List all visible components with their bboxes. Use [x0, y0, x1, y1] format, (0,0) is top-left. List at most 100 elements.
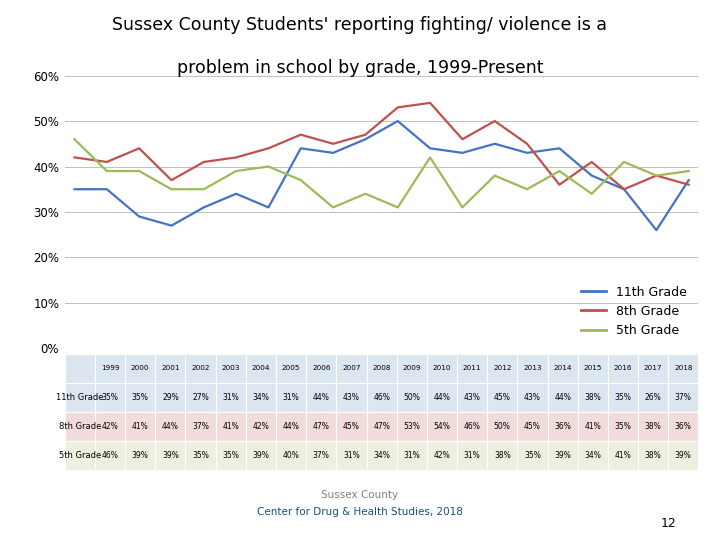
- Text: 29%: 29%: [162, 393, 179, 402]
- Bar: [276, 354, 306, 383]
- Bar: [306, 441, 336, 470]
- Bar: [156, 411, 186, 441]
- Bar: [487, 411, 518, 441]
- Text: 2006: 2006: [312, 365, 330, 371]
- Text: 2001: 2001: [161, 365, 180, 371]
- Text: 41%: 41%: [222, 422, 239, 431]
- Text: 8th Grade: 8th Grade: [59, 422, 101, 431]
- Legend: 11th Grade, 8th Grade, 5th Grade: 11th Grade, 8th Grade, 5th Grade: [576, 281, 692, 342]
- Text: 2018: 2018: [674, 365, 693, 371]
- Text: 46%: 46%: [373, 393, 390, 402]
- Text: 44%: 44%: [433, 393, 451, 402]
- Bar: [608, 411, 638, 441]
- Bar: [638, 441, 668, 470]
- Text: 27%: 27%: [192, 393, 209, 402]
- Bar: [427, 441, 457, 470]
- Text: 53%: 53%: [403, 422, 420, 431]
- Text: 35%: 35%: [102, 393, 119, 402]
- Bar: [125, 383, 156, 411]
- Text: 38%: 38%: [645, 451, 662, 460]
- Bar: [397, 354, 427, 383]
- Bar: [457, 441, 487, 470]
- Text: 1999: 1999: [101, 365, 120, 371]
- Text: 2009: 2009: [402, 365, 421, 371]
- Text: 2015: 2015: [583, 365, 602, 371]
- Text: 50%: 50%: [403, 393, 420, 402]
- Text: 44%: 44%: [162, 422, 179, 431]
- Text: 11th Grade: 11th Grade: [56, 393, 104, 402]
- Text: 2005: 2005: [282, 365, 300, 371]
- Bar: [216, 441, 246, 470]
- Bar: [608, 441, 638, 470]
- Bar: [638, 411, 668, 441]
- Bar: [427, 411, 457, 441]
- Bar: [427, 383, 457, 411]
- Bar: [547, 411, 577, 441]
- Text: 42%: 42%: [433, 451, 450, 460]
- Bar: [156, 354, 186, 383]
- Bar: [276, 411, 306, 441]
- Text: 46%: 46%: [464, 422, 480, 431]
- Bar: [95, 383, 125, 411]
- Text: Sussex County Students' reporting fighting/ violence is a: Sussex County Students' reporting fighti…: [112, 16, 608, 34]
- Bar: [216, 354, 246, 383]
- Text: 43%: 43%: [524, 393, 541, 402]
- Text: 2004: 2004: [252, 365, 270, 371]
- Bar: [156, 441, 186, 470]
- Text: 43%: 43%: [464, 393, 480, 402]
- Bar: [246, 411, 276, 441]
- Text: 31%: 31%: [464, 451, 480, 460]
- Bar: [638, 354, 668, 383]
- Text: 2016: 2016: [613, 365, 632, 371]
- Text: 47%: 47%: [312, 422, 330, 431]
- Bar: [186, 383, 216, 411]
- Bar: [366, 383, 397, 411]
- Text: 38%: 38%: [585, 393, 601, 402]
- Text: 2010: 2010: [433, 365, 451, 371]
- Text: 35%: 35%: [524, 451, 541, 460]
- Text: 2013: 2013: [523, 365, 541, 371]
- Text: 36%: 36%: [554, 422, 571, 431]
- Bar: [457, 354, 487, 383]
- Bar: [457, 411, 487, 441]
- Bar: [427, 354, 457, 383]
- Bar: [246, 383, 276, 411]
- Text: 38%: 38%: [494, 451, 510, 460]
- Text: 40%: 40%: [283, 451, 300, 460]
- Bar: [276, 383, 306, 411]
- Bar: [95, 441, 125, 470]
- Bar: [487, 354, 518, 383]
- Bar: [518, 411, 547, 441]
- Bar: [608, 354, 638, 383]
- Text: 37%: 37%: [192, 422, 209, 431]
- Bar: [577, 441, 608, 470]
- Text: 45%: 45%: [343, 422, 360, 431]
- Text: 39%: 39%: [253, 451, 269, 460]
- Text: 31%: 31%: [403, 451, 420, 460]
- Bar: [95, 411, 125, 441]
- Text: 43%: 43%: [343, 393, 360, 402]
- Bar: [487, 441, 518, 470]
- Text: 47%: 47%: [373, 422, 390, 431]
- Bar: [397, 441, 427, 470]
- Bar: [336, 411, 366, 441]
- Text: 2017: 2017: [644, 365, 662, 371]
- Bar: [397, 411, 427, 441]
- Bar: [547, 383, 577, 411]
- Bar: [366, 441, 397, 470]
- Bar: [577, 411, 608, 441]
- Bar: [306, 354, 336, 383]
- Text: 45%: 45%: [524, 422, 541, 431]
- Text: 34%: 34%: [585, 451, 601, 460]
- Text: 42%: 42%: [102, 422, 118, 431]
- Text: 37%: 37%: [675, 393, 692, 402]
- Text: Center for Drug & Health Studies, 2018: Center for Drug & Health Studies, 2018: [257, 507, 463, 517]
- Text: 44%: 44%: [283, 422, 300, 431]
- Text: problem in school by grade, 1999-Present: problem in school by grade, 1999-Present: [176, 59, 544, 77]
- Text: 5th Grade: 5th Grade: [59, 451, 101, 460]
- Bar: [668, 354, 698, 383]
- Bar: [336, 354, 366, 383]
- Bar: [246, 354, 276, 383]
- Bar: [638, 383, 668, 411]
- Text: 54%: 54%: [433, 422, 451, 431]
